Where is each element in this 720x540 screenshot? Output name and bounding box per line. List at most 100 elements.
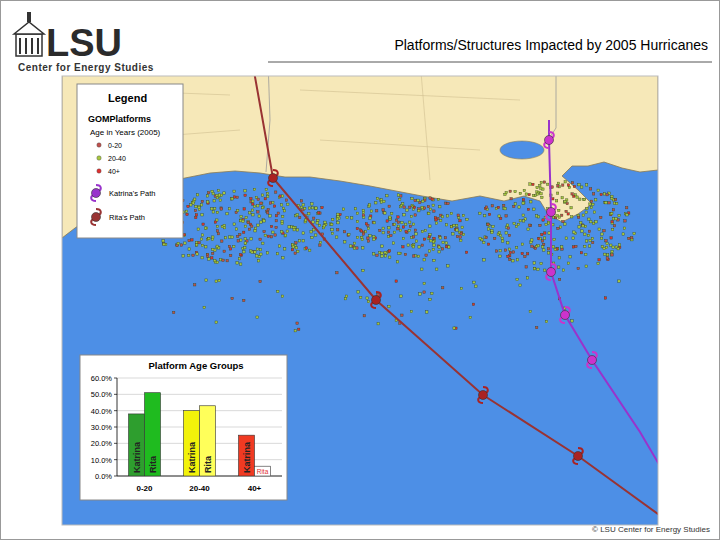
platform	[402, 237, 404, 239]
platform	[282, 257, 284, 259]
platform	[540, 193, 542, 195]
platform	[362, 214, 364, 216]
platform	[382, 227, 384, 229]
platform	[266, 252, 268, 254]
rita-path	[252, 76, 658, 525]
platform	[397, 194, 399, 196]
platform	[456, 235, 458, 237]
legend-subtitle: Age in Years (2005)	[90, 128, 161, 137]
platform	[201, 257, 203, 259]
platform	[424, 229, 426, 231]
platform	[412, 223, 414, 225]
platform	[571, 193, 573, 195]
platform	[544, 232, 546, 234]
platform	[611, 221, 613, 223]
platform	[419, 293, 421, 295]
platform	[228, 245, 230, 247]
platform	[277, 212, 279, 214]
rita-marker-eye	[479, 391, 488, 400]
platform	[610, 237, 612, 239]
platform	[448, 246, 450, 248]
platform	[527, 208, 529, 210]
platform	[444, 237, 446, 239]
platform	[564, 181, 566, 183]
platform	[405, 223, 407, 225]
platform	[589, 188, 591, 190]
platform	[631, 237, 633, 239]
platform	[211, 257, 213, 259]
platform	[253, 205, 255, 207]
x-tick-label: 20-40	[189, 484, 210, 493]
platform	[237, 240, 239, 242]
legend-hurricane-arms	[91, 209, 101, 225]
platform	[580, 222, 582, 224]
platform	[387, 231, 389, 233]
platform	[606, 257, 608, 259]
platform	[206, 253, 208, 255]
platform	[231, 297, 233, 299]
platform	[601, 233, 603, 235]
platform	[196, 241, 198, 243]
platform	[563, 201, 565, 203]
platform	[311, 207, 313, 209]
platform	[233, 196, 235, 198]
platform	[223, 192, 225, 194]
platform	[191, 201, 193, 203]
platform	[240, 254, 242, 256]
platform	[216, 211, 218, 213]
platform	[408, 229, 410, 231]
platform	[261, 194, 263, 196]
grid-line	[117, 394, 282, 395]
series-label: Katrina	[132, 441, 142, 473]
platform	[412, 246, 414, 248]
platform	[236, 196, 238, 198]
y-tick-label: 0.0%	[95, 472, 112, 481]
rita-marker	[371, 292, 381, 308]
platform	[624, 220, 626, 222]
platform	[309, 249, 311, 251]
platform	[337, 213, 339, 215]
platform	[428, 212, 430, 214]
platform	[384, 212, 386, 214]
platform	[240, 263, 242, 265]
platform	[397, 225, 399, 227]
platform	[260, 253, 262, 255]
platform	[589, 239, 591, 241]
platform	[243, 208, 245, 210]
platform	[216, 225, 218, 227]
platform	[363, 315, 365, 317]
platform	[382, 209, 384, 211]
platform	[603, 230, 605, 232]
platform	[606, 254, 608, 256]
platform	[581, 186, 583, 188]
legend-hurricane-arms	[91, 185, 101, 201]
platform	[317, 219, 319, 221]
platform	[270, 236, 272, 238]
platform	[433, 237, 435, 239]
platform	[595, 221, 597, 223]
platform	[429, 208, 431, 210]
platform	[405, 230, 407, 232]
logo-icon	[14, 12, 44, 56]
platform	[262, 206, 264, 208]
platform	[214, 221, 216, 223]
platform	[582, 214, 584, 216]
platform	[201, 234, 203, 236]
rita-marker	[573, 448, 583, 464]
platform	[295, 247, 297, 249]
platform	[547, 252, 549, 254]
platform	[217, 189, 219, 191]
platform	[305, 247, 307, 249]
platform	[288, 226, 290, 228]
platform	[433, 244, 435, 246]
platform	[542, 246, 544, 248]
platform	[282, 207, 284, 209]
platform	[356, 247, 358, 249]
platform	[479, 212, 481, 214]
platform	[485, 236, 487, 238]
platform	[433, 210, 435, 212]
platform	[581, 224, 583, 226]
bar	[239, 435, 255, 476]
platform	[521, 243, 523, 245]
platform	[618, 214, 620, 216]
